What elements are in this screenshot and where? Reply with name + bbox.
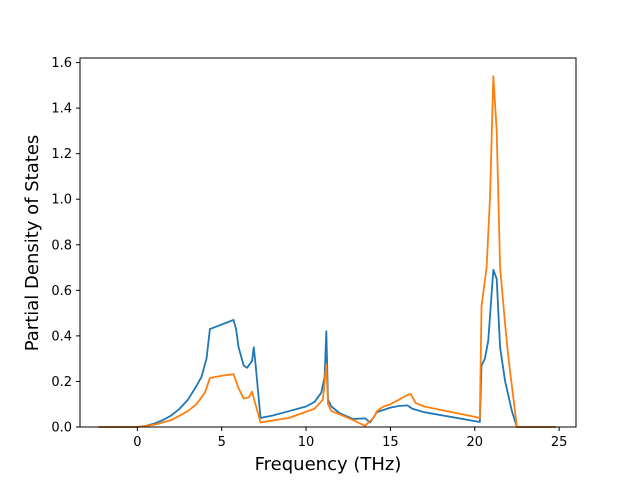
x-axis-label: Frequency (THz) [255,454,402,475]
y-axis-ticks: 0.0 0.2 0.4 0.6 0.8 1.0 1.2 1.4 1.6 [51,56,80,436]
series-line-2 [98,75,556,428]
y-tick-label: 0.2 [51,375,72,390]
y-tick-label: 0.6 [51,284,72,299]
y-tick-label: 1.0 [51,193,72,208]
x-tick-label: 25 [551,435,568,450]
x-axis-ticks: 0 5 10 15 20 25 [133,427,567,450]
y-tick-label: 1.2 [51,147,72,162]
x-tick-label: 0 [133,435,141,450]
x-tick-label: 10 [298,435,315,450]
y-tick-label: 0.4 [51,329,72,344]
y-tick-label: 0.0 [51,421,72,436]
series-line-1 [98,268,556,428]
y-axis-label: Partial Density of States [22,135,43,352]
x-tick-label: 5 [218,435,226,450]
x-tick-label: 15 [382,435,399,450]
plot-lines [98,75,556,428]
y-tick-label: 1.6 [51,56,72,71]
y-tick-label: 0.8 [51,238,72,253]
y-tick-label: 1.4 [51,102,72,117]
axes-frame [79,57,577,428]
x-tick-label: 20 [467,435,484,450]
